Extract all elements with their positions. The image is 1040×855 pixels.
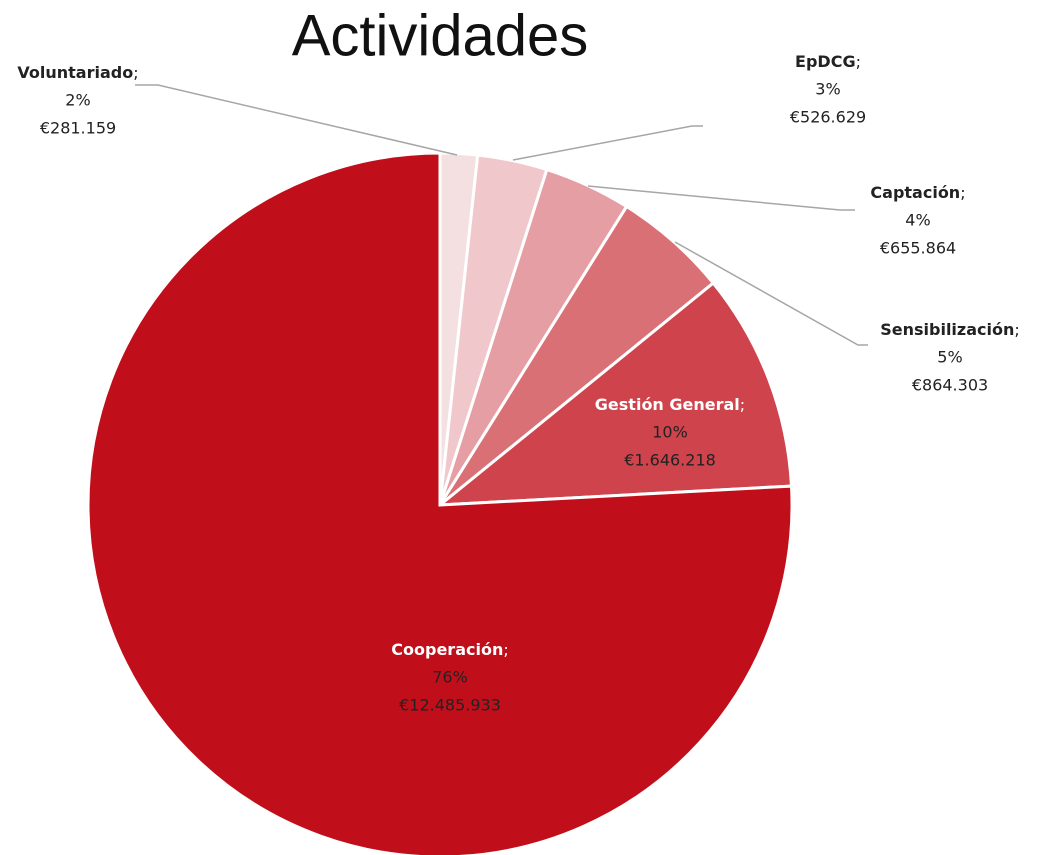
slice-label: Gestión General;	[595, 395, 745, 414]
percent-label: 5%	[937, 348, 962, 367]
value-label: €281.159	[40, 119, 116, 138]
percent-label: 10%	[652, 423, 688, 442]
slice-label: Cooperación;	[391, 640, 508, 659]
category-name: Captación	[870, 183, 960, 202]
percent-label: 3%	[815, 80, 840, 99]
pie-slice	[435, 280, 794, 507]
separator: ;	[1014, 320, 1019, 339]
slice-label: Captación;	[870, 183, 965, 202]
slice-label: Voluntariado;	[17, 63, 138, 82]
slice-label: EpDCG;	[795, 52, 861, 71]
category-name: Cooperación	[391, 640, 503, 659]
value-label: €655.864	[880, 239, 956, 258]
separator: ;	[960, 183, 965, 202]
category-name: Gestión General	[595, 395, 740, 414]
slice-label: Sensibilización;	[880, 320, 1020, 339]
leader-line	[674, 241, 868, 346]
value-label: €12.485.933	[399, 696, 501, 715]
separator: ;	[740, 395, 745, 414]
pie-slice	[86, 151, 794, 855]
leader-line	[135, 84, 458, 156]
category-name: Sensibilización	[880, 320, 1014, 339]
percent-label: 2%	[65, 91, 90, 110]
percent-label: 76%	[432, 668, 468, 687]
percent-label: 4%	[905, 211, 930, 230]
value-label: €1.646.218	[624, 451, 716, 470]
separator: ;	[503, 640, 508, 659]
category-name: Voluntariado	[17, 63, 133, 82]
leader-line	[587, 185, 855, 211]
separator: ;	[133, 63, 138, 82]
value-label: €526.629	[790, 108, 866, 127]
leader-line	[512, 125, 703, 161]
value-label: €864.303	[912, 376, 988, 395]
chart-title: Actividades	[292, 3, 589, 68]
category-name: EpDCG	[795, 52, 856, 71]
separator: ;	[856, 52, 861, 71]
